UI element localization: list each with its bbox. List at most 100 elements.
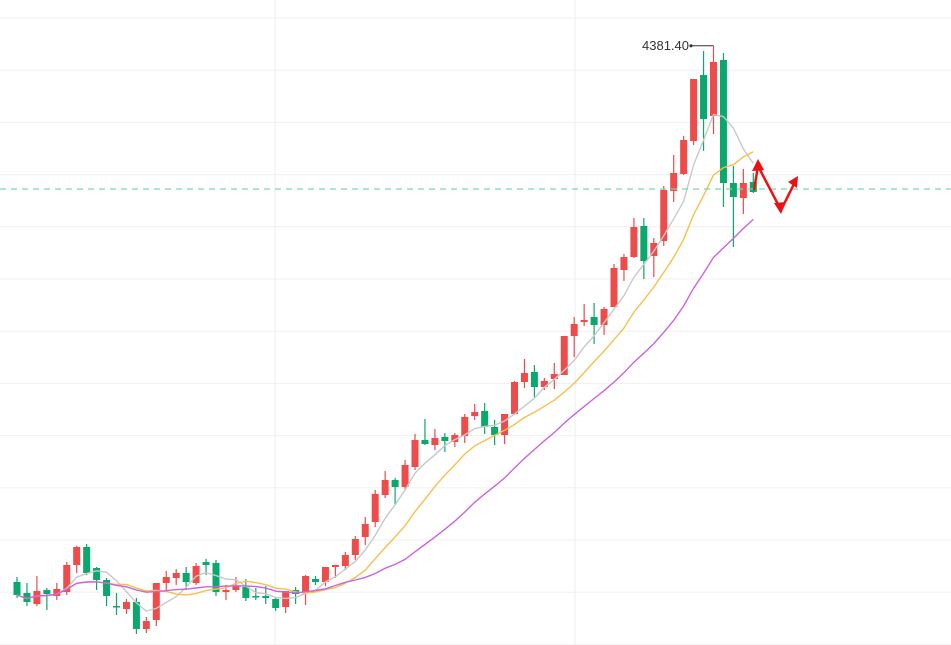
candle-body	[580, 320, 588, 322]
candle	[491, 420, 499, 445]
candle	[262, 586, 270, 604]
max-price-label: 4381.40	[642, 38, 689, 53]
candle-body	[242, 587, 250, 598]
candle-body	[411, 440, 419, 467]
candle-body	[700, 75, 708, 119]
candle-body	[710, 62, 717, 116]
candle	[53, 583, 61, 600]
candle-body	[83, 547, 91, 573]
candle-body	[172, 573, 180, 578]
candle	[361, 517, 369, 545]
candle-body	[272, 599, 280, 608]
candle-body	[670, 173, 678, 191]
candle-body	[441, 437, 449, 441]
candle	[132, 598, 140, 634]
candle	[292, 587, 300, 604]
candle-body	[252, 596, 260, 598]
candle-body	[132, 602, 140, 629]
candle-body	[540, 381, 548, 387]
candle	[729, 166, 737, 247]
candle-body	[222, 590, 230, 592]
candle	[570, 317, 578, 357]
candle	[381, 471, 389, 498]
zigzag-line	[752, 162, 797, 213]
arrowhead-up-icon	[788, 176, 798, 188]
candle	[660, 186, 668, 246]
candle	[282, 591, 290, 613]
candle-body	[162, 577, 170, 583]
candle-body	[511, 382, 518, 414]
arrowhead-up-icon	[752, 159, 764, 171]
candle-body	[232, 586, 240, 590]
candle-body	[421, 440, 429, 444]
candle-body	[431, 438, 439, 445]
forecast-zigzag-arrow	[752, 159, 798, 214]
candle-body	[142, 621, 150, 629]
candle	[43, 588, 51, 610]
candle-body	[152, 583, 160, 620]
candle	[580, 304, 588, 326]
candle-body	[63, 565, 71, 592]
candle	[550, 363, 558, 389]
candle-body	[530, 372, 538, 387]
candle	[302, 575, 310, 605]
candle	[610, 264, 618, 307]
candle	[391, 478, 399, 505]
candle-body	[471, 412, 479, 416]
candle	[312, 576, 319, 585]
candle	[113, 593, 120, 615]
candle	[401, 460, 409, 490]
candle	[272, 597, 280, 611]
candle-body	[73, 547, 81, 565]
candle-body	[739, 183, 747, 198]
candle-body	[381, 480, 389, 495]
candle	[630, 218, 638, 258]
candle	[590, 303, 598, 344]
candle-body	[391, 480, 399, 487]
candle	[23, 583, 31, 606]
candle-body	[43, 590, 51, 594]
candle	[331, 565, 339, 578]
candle	[520, 359, 528, 388]
candle	[341, 552, 349, 570]
candle	[700, 51, 708, 151]
ma10-line	[16, 151, 754, 600]
candle-body	[640, 226, 648, 261]
candle-body	[620, 257, 628, 270]
candle-body	[192, 566, 200, 583]
candle	[411, 434, 419, 470]
candle-body	[53, 589, 61, 596]
candle-body	[302, 576, 310, 593]
candle-body	[202, 562, 210, 565]
candle	[351, 536, 359, 560]
candle	[73, 546, 81, 573]
candle-body	[680, 140, 688, 174]
candle-body	[113, 606, 120, 608]
candles	[13, 45, 757, 634]
candle	[421, 419, 429, 445]
candle-body	[262, 596, 270, 598]
candle	[13, 577, 21, 598]
candle-body	[93, 568, 101, 580]
candle-body	[570, 324, 578, 336]
candle-body	[23, 593, 31, 602]
candle	[242, 579, 250, 601]
candle-body	[491, 427, 499, 435]
candle	[739, 169, 747, 214]
candle	[431, 429, 439, 450]
candle	[511, 381, 518, 415]
candle	[640, 218, 648, 279]
candle-body	[13, 582, 21, 595]
candle-body	[212, 563, 220, 592]
candle-body	[103, 580, 111, 596]
candle	[83, 544, 91, 575]
candle	[680, 136, 688, 175]
candle-body	[401, 465, 409, 487]
ma5-line	[16, 113, 754, 612]
candle-body	[719, 60, 727, 183]
candle	[650, 238, 658, 277]
candle-body	[729, 183, 737, 197]
candle-body	[321, 567, 329, 582]
candle	[560, 336, 568, 375]
candle-body	[371, 494, 379, 522]
